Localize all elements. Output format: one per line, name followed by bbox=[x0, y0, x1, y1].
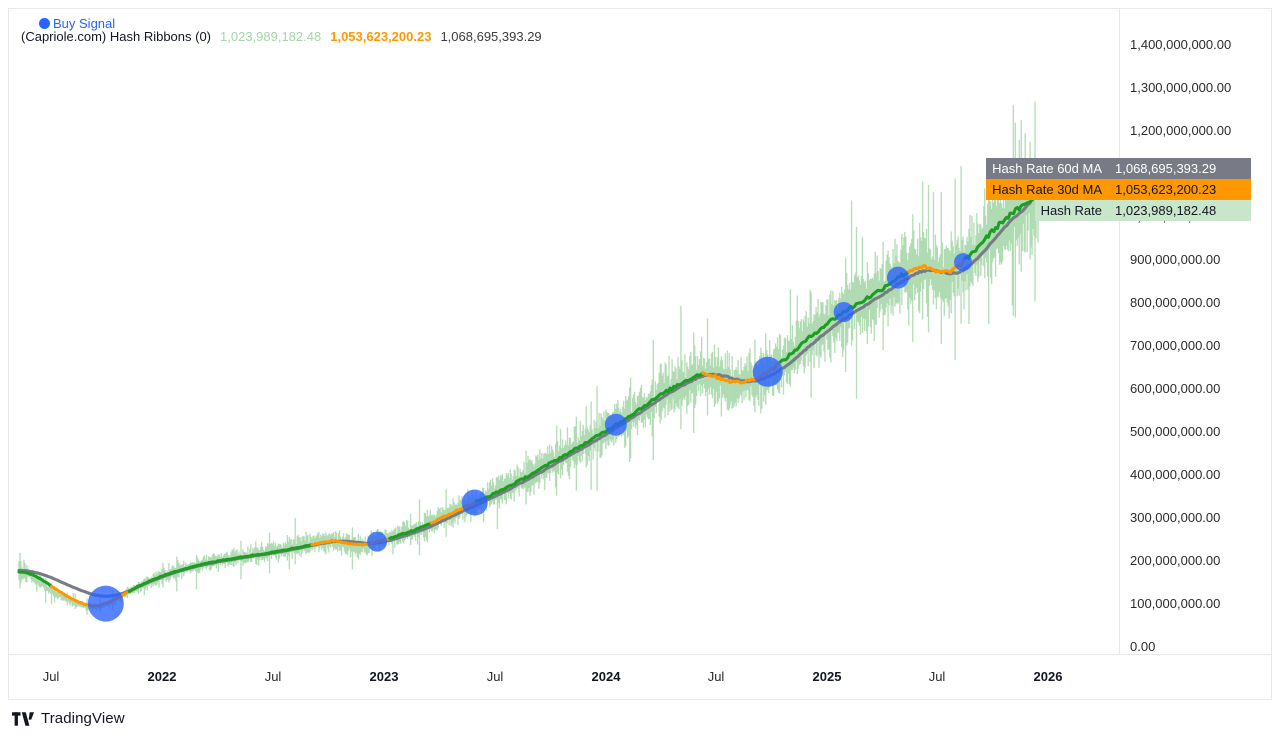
axis-tag-label: Hash Rate 30d MA bbox=[986, 179, 1108, 200]
price-axis-tick: 0.00 bbox=[1130, 639, 1156, 654]
plot-area[interactable] bbox=[9, 9, 1119, 654]
price-axis-tick: 900,000,000.00 bbox=[1130, 252, 1221, 267]
price-axis-tick: 500,000,000.00 bbox=[1130, 424, 1221, 439]
axis-tag-value: 1,023,989,182.48 bbox=[1108, 200, 1251, 221]
price-axis-tick: 1,200,000,000.00 bbox=[1130, 123, 1232, 138]
time-axis-tick: Jul bbox=[264, 669, 282, 684]
axis-tag-value: 1,053,623,200.23 bbox=[1108, 179, 1251, 200]
price-axis-tick: 700,000,000.00 bbox=[1130, 338, 1221, 353]
tradingview-logo-icon bbox=[12, 711, 34, 726]
axis-tag-hash-rate-60d-ma: Hash Rate 60d MA 1,068,695,393.29 bbox=[986, 158, 1251, 179]
price-axis-tick: 1,400,000,000.00 bbox=[1130, 37, 1232, 52]
hash-rate-raw-series bbox=[18, 101, 1039, 615]
hash-rate-60d-ma-line bbox=[17, 185, 1041, 598]
time-axis[interactable]: Jul 2022 Jul 2023 Jul 2024 Jul 2025 Jul 2026 bbox=[9, 654, 1271, 699]
time-axis-tick: 2025 bbox=[812, 669, 842, 684]
price-axis-tick: 100,000,000.00 bbox=[1130, 596, 1221, 611]
time-axis-tick: Jul bbox=[707, 669, 725, 684]
hash-rate-30d-ma-line bbox=[17, 192, 1041, 608]
price-axis-tick: 1,300,000,000.00 bbox=[1130, 80, 1232, 95]
price-axis[interactable]: 1,400,000,000.00 1,300,000,000.00 1,200,00… bbox=[1119, 9, 1271, 654]
price-axis-tick: 600,000,000.00 bbox=[1130, 381, 1221, 396]
time-axis-tick: Jul bbox=[928, 669, 946, 684]
time-axis-tick: Jul bbox=[486, 669, 504, 684]
axis-tag-hash-rate-30d-ma: Hash Rate 30d MA 1,053,623,200.23 bbox=[986, 179, 1251, 200]
axis-tag-label: Hash Rate bbox=[1034, 200, 1108, 221]
price-axis-tick: 300,000,000.00 bbox=[1130, 510, 1221, 525]
tradingview-brand-label: TradingView bbox=[41, 710, 125, 727]
chart-panel[interactable]: 1,400,000,000.00 1,300,000,000.00 1,200,00… bbox=[8, 8, 1272, 700]
tradingview-watermark[interactable]: TradingView bbox=[12, 710, 125, 727]
price-axis-tick: 200,000,000.00 bbox=[1130, 553, 1221, 568]
time-axis-tick: 2024 bbox=[591, 669, 621, 684]
axis-tag-hash-rate: Hash Rate 1,023,989,182.48 bbox=[1034, 200, 1251, 221]
chart-canvas bbox=[17, 101, 1041, 622]
time-axis-tick: Jul bbox=[42, 669, 60, 684]
buy-signal-markers bbox=[87, 253, 973, 622]
price-axis-tick: 800,000,000.00 bbox=[1130, 295, 1221, 310]
axis-tag-value: 1,068,695,393.29 bbox=[1108, 158, 1251, 179]
time-axis-tick: 2026 bbox=[1033, 669, 1063, 684]
axis-tag-label: Hash Rate 60d MA bbox=[986, 158, 1108, 179]
price-axis-tick: 400,000,000.00 bbox=[1130, 467, 1221, 482]
time-axis-tick: 2022 bbox=[147, 669, 177, 684]
time-axis-tick: 2023 bbox=[369, 669, 399, 684]
